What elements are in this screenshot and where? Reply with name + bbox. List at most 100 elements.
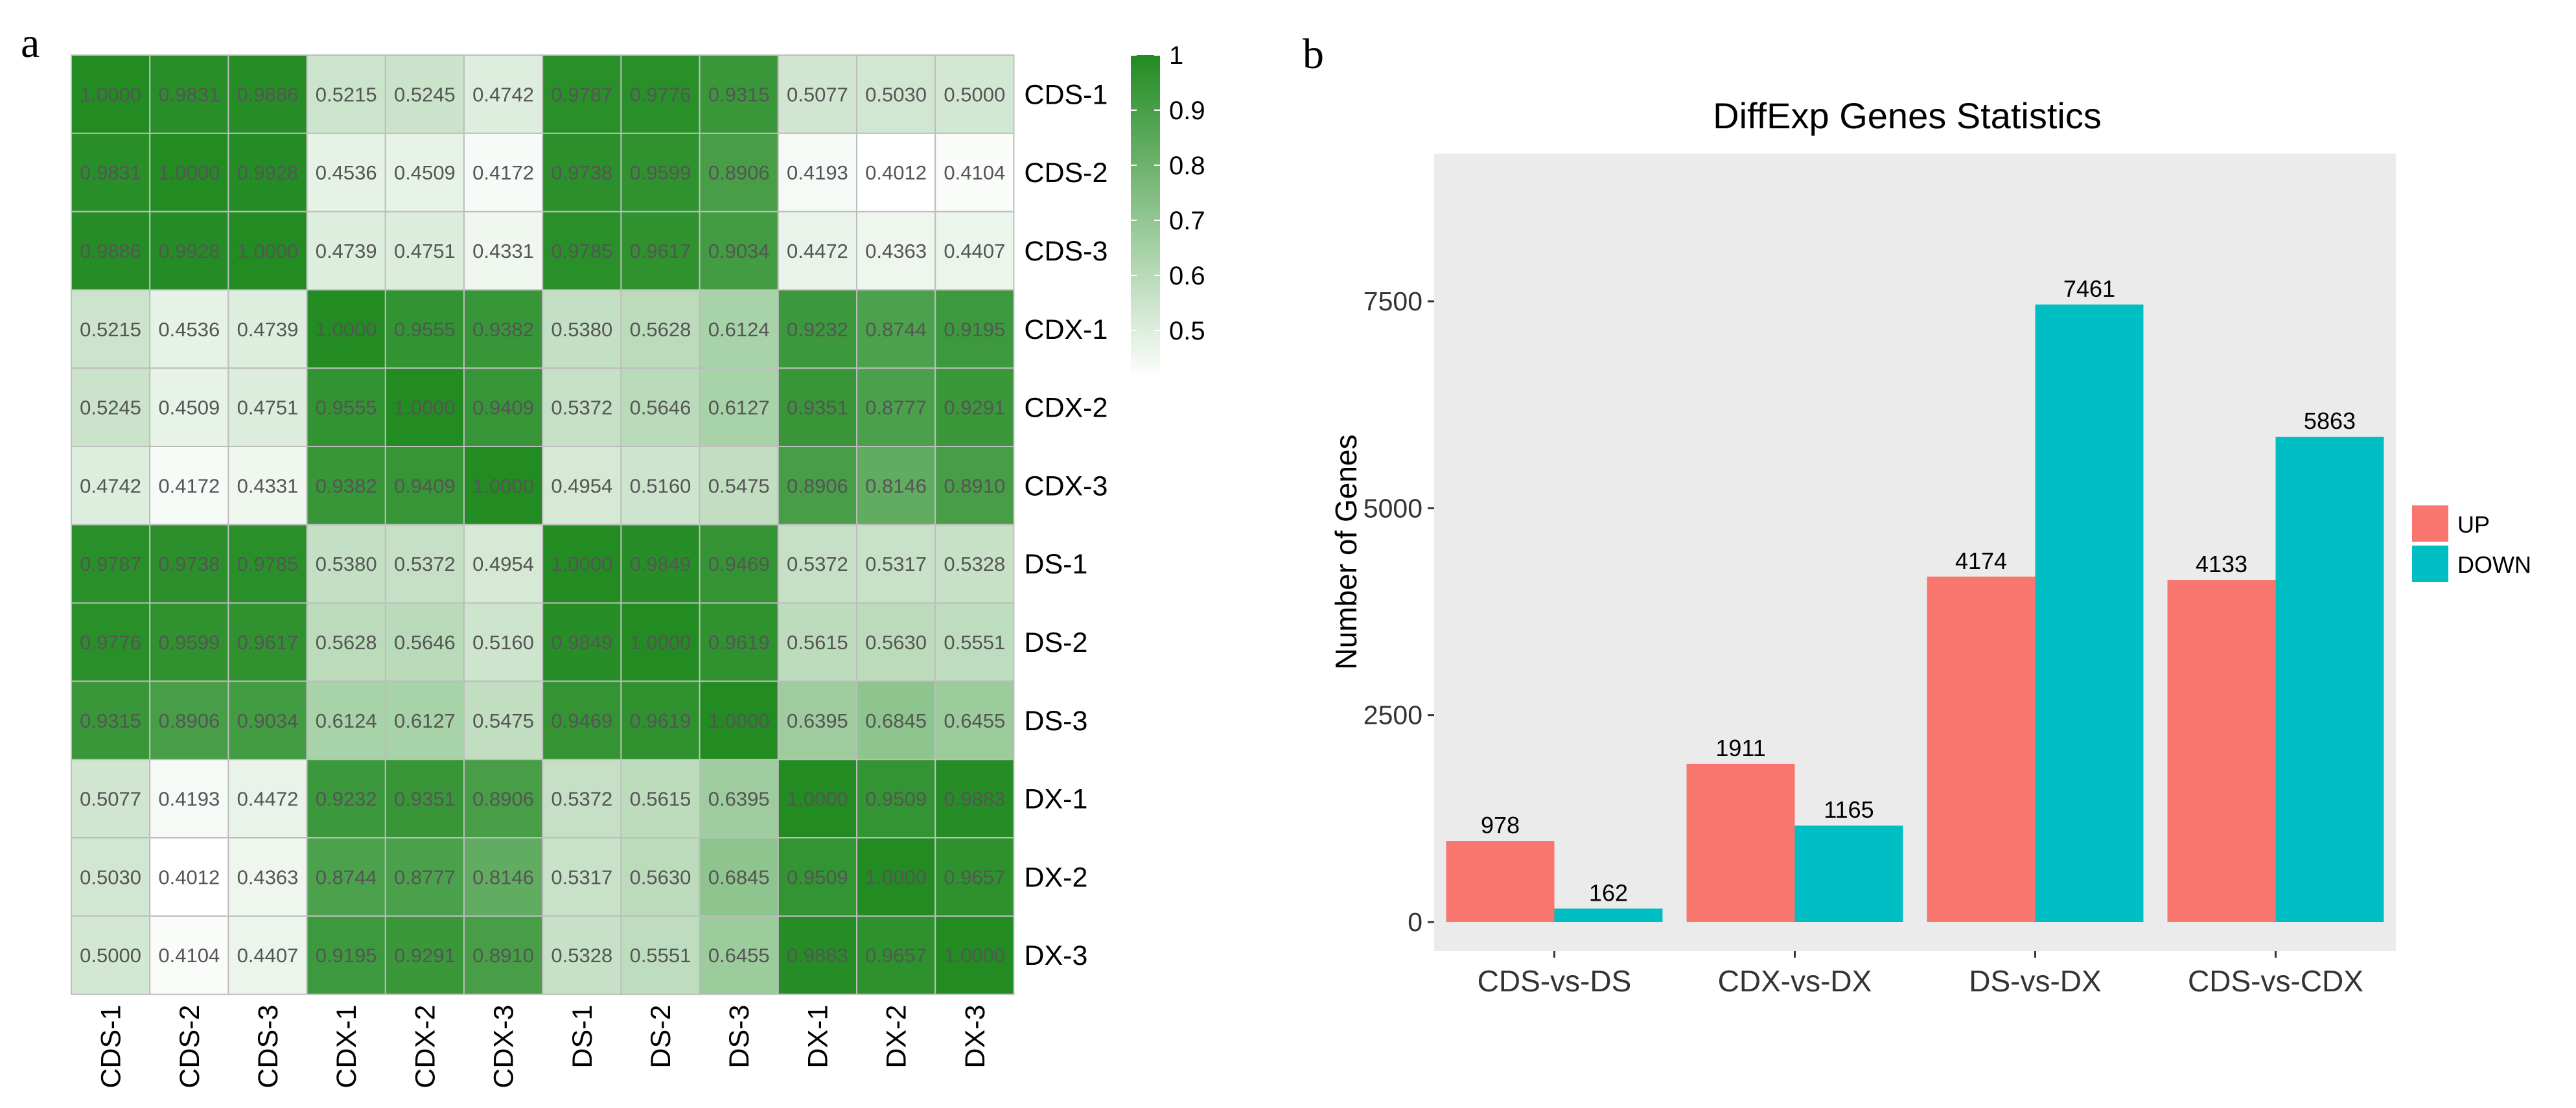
colorbar-gradient <box>1131 55 1160 379</box>
heatmap-row-label: CDX-2 <box>1024 393 1108 424</box>
heatmap-cell <box>463 680 544 761</box>
heatmap-cell <box>699 132 779 213</box>
bar-down <box>1554 908 1663 922</box>
heatmap-cell <box>934 837 1015 917</box>
heatmap-cell <box>149 132 229 213</box>
heatmap-cell-value: 0.4104 <box>944 161 1005 184</box>
heatmap-cell-value: 0.9886 <box>80 240 141 262</box>
heatmap-row-label: CDS-2 <box>1024 157 1108 189</box>
y-axis-tick-label: 5000 <box>1363 493 1422 523</box>
heatmap-cell-value: 0.5475 <box>708 474 770 497</box>
heatmap-cell-value: 0.4172 <box>158 474 220 497</box>
heatmap-cell <box>620 54 701 134</box>
heatmap-cell-value: 0.8910 <box>472 944 534 967</box>
heatmap-cell-value: 1.0000 <box>316 318 377 341</box>
heatmap-cell <box>149 54 229 134</box>
heatmap-cell-value: 0.9785 <box>551 240 612 262</box>
bar-data-label: 4133 <box>2196 551 2247 577</box>
heatmap-cell-value: 0.4472 <box>787 240 848 262</box>
heatmap-cell <box>71 367 151 448</box>
heatmap-cell <box>384 524 465 604</box>
bar-data-label: 1911 <box>1715 735 1765 761</box>
panel-label-b: b <box>1303 30 1324 78</box>
heatmap-cell <box>71 289 151 369</box>
heatmap-cell-value: 0.6455 <box>708 944 770 967</box>
heatmap-cell <box>542 524 622 604</box>
heatmap-cell <box>306 759 386 838</box>
heatmap-cell-value: 0.9232 <box>316 788 377 811</box>
heatmap-cell-value: 0.9469 <box>551 710 612 732</box>
heatmap-cell <box>542 367 622 448</box>
heatmap-cell-value: 0.5551 <box>944 631 1005 654</box>
colorbar-tick-label: 0.8 <box>1169 152 1205 180</box>
heatmap-cell <box>934 54 1015 134</box>
heatmap-cell-value: 0.9382 <box>316 474 377 497</box>
heatmap-row-label: CDS-3 <box>1024 236 1108 267</box>
heatmap-cell-value: 0.4193 <box>787 161 848 184</box>
bar-down <box>2035 304 2144 923</box>
heatmap-cell <box>384 367 465 448</box>
heatmap-cells: 1.0000 0.9831 0.9886 0.5215 0.5245 0.4742 0.97… <box>71 54 1015 995</box>
heatmap-cell <box>227 602 308 682</box>
heatmap-cell <box>699 680 779 761</box>
y-axis-tick-label: 2500 <box>1363 700 1422 730</box>
heatmap-cell-value: 0.4751 <box>394 240 456 262</box>
heatmap-cell-value: 0.9886 <box>237 83 299 106</box>
heatmap-cell-value: 0.5615 <box>630 788 691 811</box>
heatmap-row-label: CDX-1 <box>1024 314 1108 345</box>
bar-up <box>1446 841 1555 922</box>
heatmap-cell <box>542 132 622 213</box>
heatmap-cell-value: 0.8777 <box>865 397 927 419</box>
heatmap-cell <box>227 367 308 448</box>
heatmap-cell-value: 0.9382 <box>472 318 534 341</box>
heatmap-cell-value: 0.9787 <box>80 553 141 575</box>
heatmap-cell <box>384 915 465 995</box>
colorbar-tick-label: 0.9 <box>1169 97 1205 125</box>
heatmap-cell <box>934 602 1015 682</box>
heatmap-cell-value: 0.6845 <box>708 866 770 888</box>
heatmap-cell-value: 0.9315 <box>80 710 141 732</box>
heatmap-cell <box>384 602 465 682</box>
heatmap-cell <box>463 367 544 448</box>
heatmap-cell <box>71 54 151 134</box>
heatmap-cell <box>777 915 858 995</box>
heatmap-cell-value: 0.5328 <box>551 944 612 967</box>
heatmap-cell-value: 1.0000 <box>80 83 141 106</box>
heatmap-cell <box>149 837 229 917</box>
heatmap-cell-value: 0.5551 <box>630 944 691 967</box>
heatmap-cell <box>699 837 779 917</box>
bar-down <box>1794 825 1903 922</box>
x-axis-tick-label: CDS-vs-DS <box>1478 964 1632 998</box>
legend-key-down <box>2412 546 2448 582</box>
x-axis-tick-label: CDS-vs-CDX <box>2188 964 2363 998</box>
heatmap-cell-value: 0.9034 <box>708 240 770 262</box>
heatmap-cell-value: 0.4363 <box>237 866 299 888</box>
heatmap-cell-value: 0.8777 <box>394 866 456 888</box>
heatmap-cell-value: 0.4739 <box>316 240 377 262</box>
heatmap-cell-value: 0.8744 <box>316 866 377 888</box>
heatmap-cell-value: 0.9555 <box>316 397 377 419</box>
heatmap-cell <box>620 367 701 448</box>
heatmap-column-label: CDS-1 <box>96 1005 127 1089</box>
x-axis-tick-label: DS-vs-DX <box>1969 964 2101 998</box>
heatmap-cell-value: 0.5646 <box>394 631 456 654</box>
heatmap-cell <box>856 602 936 682</box>
heatmap-column-label: CDX-2 <box>410 1005 441 1089</box>
heatmap-cell-value: 0.6395 <box>708 788 770 811</box>
heatmap-cell <box>777 54 858 134</box>
heatmap-cell-value: 0.8906 <box>472 788 534 811</box>
heatmap-cell <box>306 446 386 525</box>
heatmap-cell-value: 0.5245 <box>394 83 456 106</box>
heatmap-cell <box>149 680 229 761</box>
panel-label-a: a <box>21 19 40 67</box>
heatmap-cell-value: 1.0000 <box>551 553 612 575</box>
heatmap-cell-value: 0.9232 <box>787 318 848 341</box>
heatmap-cell-value: 0.6845 <box>865 710 927 732</box>
heatmap-cell <box>777 524 858 604</box>
heatmap-cell-value: 0.8906 <box>787 474 848 497</box>
heatmap-cell <box>777 837 858 917</box>
heatmap-cell-value: 0.6127 <box>708 397 770 419</box>
heatmap-cell-value: 0.9619 <box>708 631 770 654</box>
heatmap-cell-value: 0.5475 <box>472 710 534 732</box>
